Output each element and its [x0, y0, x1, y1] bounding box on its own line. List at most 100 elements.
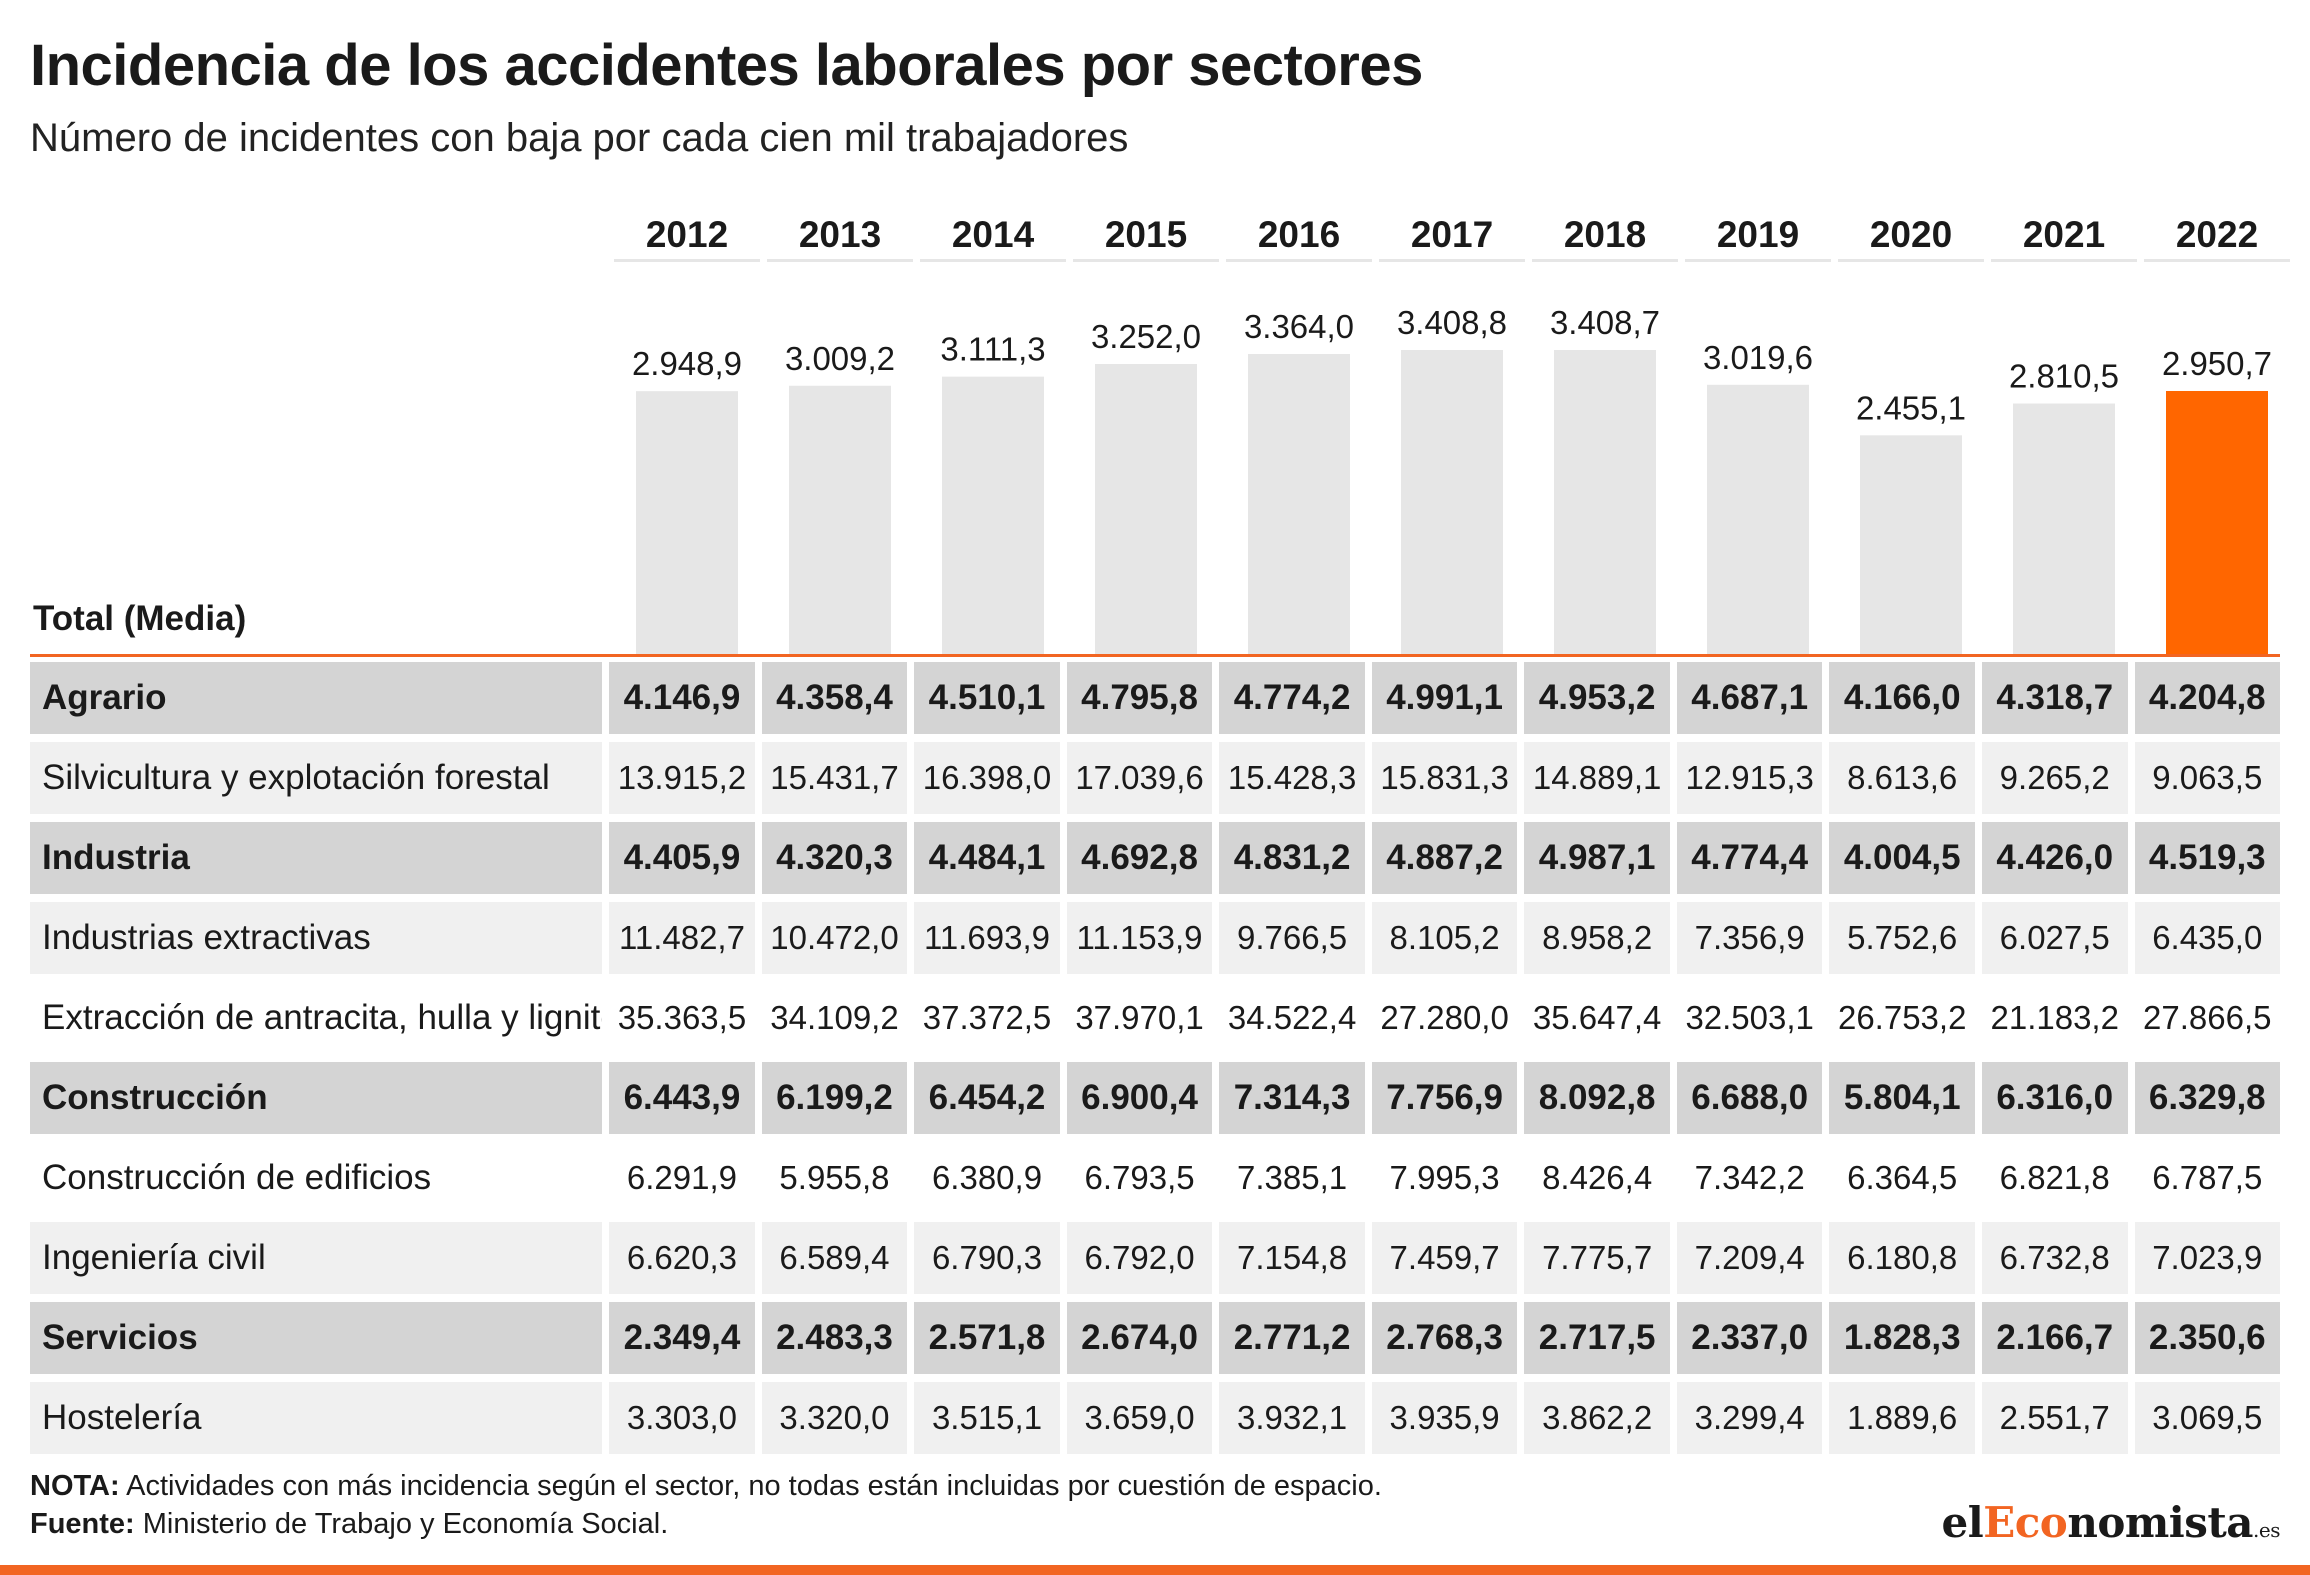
table-cell: 26.753,2 — [1837, 999, 1967, 1036]
table-cell: 35.363,5 — [617, 999, 747, 1036]
table-cell: 4.320,3 — [761, 822, 908, 894]
bar-value-label: 3.019,6 — [1703, 339, 1813, 376]
table-cell: 32.503,1 — [1685, 999, 1814, 1036]
row-label: Hostelería — [30, 1382, 603, 1454]
note-text: Actividades con más incidencia según el … — [119, 1470, 1382, 1502]
table-cell: 27.280,0 — [1380, 999, 1509, 1036]
table-cell: 6.380,9 — [931, 1159, 1043, 1196]
year-header: 2015 — [1105, 214, 1187, 255]
footnote: NOTA: Actividades con más incidencia seg… — [30, 1470, 1382, 1503]
table-cell: 6.454,2 — [914, 1062, 1060, 1134]
table-cell: 5.955,8 — [779, 1159, 890, 1196]
table-cell: 5.752,6 — [1829, 902, 1975, 974]
table-cell: 4.887,2 — [1371, 822, 1518, 894]
table-cell: 6.732,8 — [1981, 1222, 2128, 1294]
bar-value-label: 3.252,0 — [1091, 318, 1201, 355]
chart-baseline — [30, 654, 2280, 657]
table-cell: 9.063,5 — [2134, 742, 2281, 814]
table-cell: 5.804,1 — [1829, 1062, 1975, 1134]
bar-value-label: 2.810,5 — [2009, 358, 2119, 395]
table-cell: 6.900,4 — [1066, 1062, 1213, 1134]
table-cell: 3.932,1 — [1219, 1382, 1365, 1454]
table-cell: 4.358,4 — [761, 662, 908, 734]
table-cell: 11.482,7 — [609, 902, 755, 974]
table-cell: 6.821,8 — [1999, 1159, 2110, 1196]
table-cell: 7.385,1 — [1237, 1159, 1348, 1196]
table-cell: 6.787,5 — [2152, 1159, 2263, 1196]
table-cell: 11.153,9 — [1066, 902, 1213, 974]
table-cell: 8.958,2 — [1524, 902, 1670, 974]
row-label: Construcción de edificios — [42, 1158, 432, 1197]
year-header: 2022 — [2176, 214, 2258, 255]
table-cell: 4.318,7 — [1981, 662, 2128, 734]
bar-value-label: 3.009,2 — [785, 340, 895, 377]
table-cell: 6.443,9 — [609, 1062, 755, 1134]
table-cell: 6.793,5 — [1084, 1159, 1195, 1196]
table-cell: 3.862,2 — [1524, 1382, 1670, 1454]
table-cell: 6.027,5 — [1981, 902, 2128, 974]
table-cell: 2.768,3 — [1371, 1302, 1518, 1374]
bar — [942, 376, 1044, 655]
table-cell: 7.356,9 — [1676, 902, 1823, 974]
source-label: Fuente: — [30, 1508, 135, 1540]
table-cell: 6.291,9 — [626, 1159, 737, 1196]
table-cell: 4.987,1 — [1524, 822, 1670, 894]
table-cell: 1.889,6 — [1829, 1382, 1975, 1454]
table-cell: 4.166,0 — [1829, 662, 1975, 734]
table-cell: 14.889,1 — [1524, 742, 1670, 814]
table-cell: 1.828,3 — [1829, 1302, 1975, 1374]
table-cell: 3.069,5 — [2134, 1382, 2281, 1454]
table-cell: 11.693,9 — [914, 902, 1060, 974]
row-label: Agrario — [30, 662, 603, 734]
table-cell: 2.571,8 — [914, 1302, 1060, 1374]
bar — [789, 385, 891, 655]
table-cell: 15.831,3 — [1371, 742, 1518, 814]
table-cell: 6.364,5 — [1847, 1159, 1958, 1196]
sector-row: Construcción 6.443,9 6.199,2 6.454,2 6.900,4… — [30, 1062, 2281, 1134]
year-header-underline — [614, 259, 760, 262]
table-cell: 7.209,4 — [1676, 1222, 1823, 1294]
year-header-underline — [1991, 259, 2137, 262]
year-header: 2014 — [952, 214, 1035, 255]
year-header: 2013 — [799, 214, 881, 255]
table-cell: 4.510,1 — [914, 662, 1060, 734]
row-label: Silvicultura y explotación forestal — [30, 742, 603, 814]
bar — [1401, 350, 1503, 655]
bar — [636, 391, 738, 655]
sector-table: Agrario 4.146,9 4.358,4 4.510,1 4.795,8 4.774… — [30, 662, 2281, 1462]
page-title: Incidencia de los accidentes laborales p… — [30, 33, 1423, 98]
table-cell: 2.483,3 — [761, 1302, 908, 1374]
year-header-underline — [1685, 259, 1831, 262]
note-label: NOTA: — [30, 1470, 120, 1502]
logo-suffix: nomista — [2067, 1498, 2254, 1547]
table-cell: 37.970,1 — [1075, 999, 1204, 1036]
year-header-underline — [2144, 259, 2290, 262]
year-header-underline — [767, 259, 913, 262]
subsector-row: Construcción de edificios 6.291,9 5.955,8 6… — [30, 1142, 2280, 1214]
table-cell: 37.372,5 — [922, 999, 1052, 1036]
subsector-row: Industrias extractivas 11.482,7 10.472,0 11… — [30, 902, 2281, 974]
bar — [1248, 354, 1350, 655]
year-header: 2016 — [1258, 214, 1340, 255]
table-cell: 4.687,1 — [1676, 662, 1823, 734]
table-cell: 2.674,0 — [1066, 1302, 1213, 1374]
bar-value-label: 2.948,9 — [632, 345, 742, 382]
table-cell: 7.995,3 — [1389, 1159, 1500, 1196]
sector-row: Servicios 2.349,4 2.483,3 2.571,8 2.674,0 2.7… — [30, 1302, 2281, 1374]
subsector-row: Silvicultura y explotación forestal 13.91… — [30, 742, 2281, 814]
table-cell: 6.688,0 — [1676, 1062, 1823, 1134]
table-cell: 3.303,0 — [609, 1382, 755, 1454]
subsector-row: Extracción de antracita, hulla y lignito… — [30, 982, 2280, 1054]
table-cell: 10.472,0 — [761, 902, 908, 974]
table-cell: 4.484,1 — [914, 822, 1060, 894]
subsector-row: Ingeniería civil 6.620,3 6.589,4 6.790,3 6.7… — [30, 1222, 2281, 1294]
table-cell: 6.180,8 — [1829, 1222, 1975, 1294]
table-cell: 4.774,4 — [1676, 822, 1823, 894]
table-cell: 7.314,3 — [1219, 1062, 1365, 1134]
year-header: 2021 — [2023, 214, 2105, 255]
table-cell: 7.756,9 — [1371, 1062, 1518, 1134]
bar-chart: Total (Media) 2012 2.948,9 2013 3.009,2 2014 3… — [30, 214, 2290, 657]
table-cell: 34.522,4 — [1227, 999, 1357, 1036]
sector-row: Agrario 4.146,9 4.358,4 4.510,1 4.795,8 4.774… — [30, 662, 2281, 734]
bar — [1860, 435, 1962, 655]
